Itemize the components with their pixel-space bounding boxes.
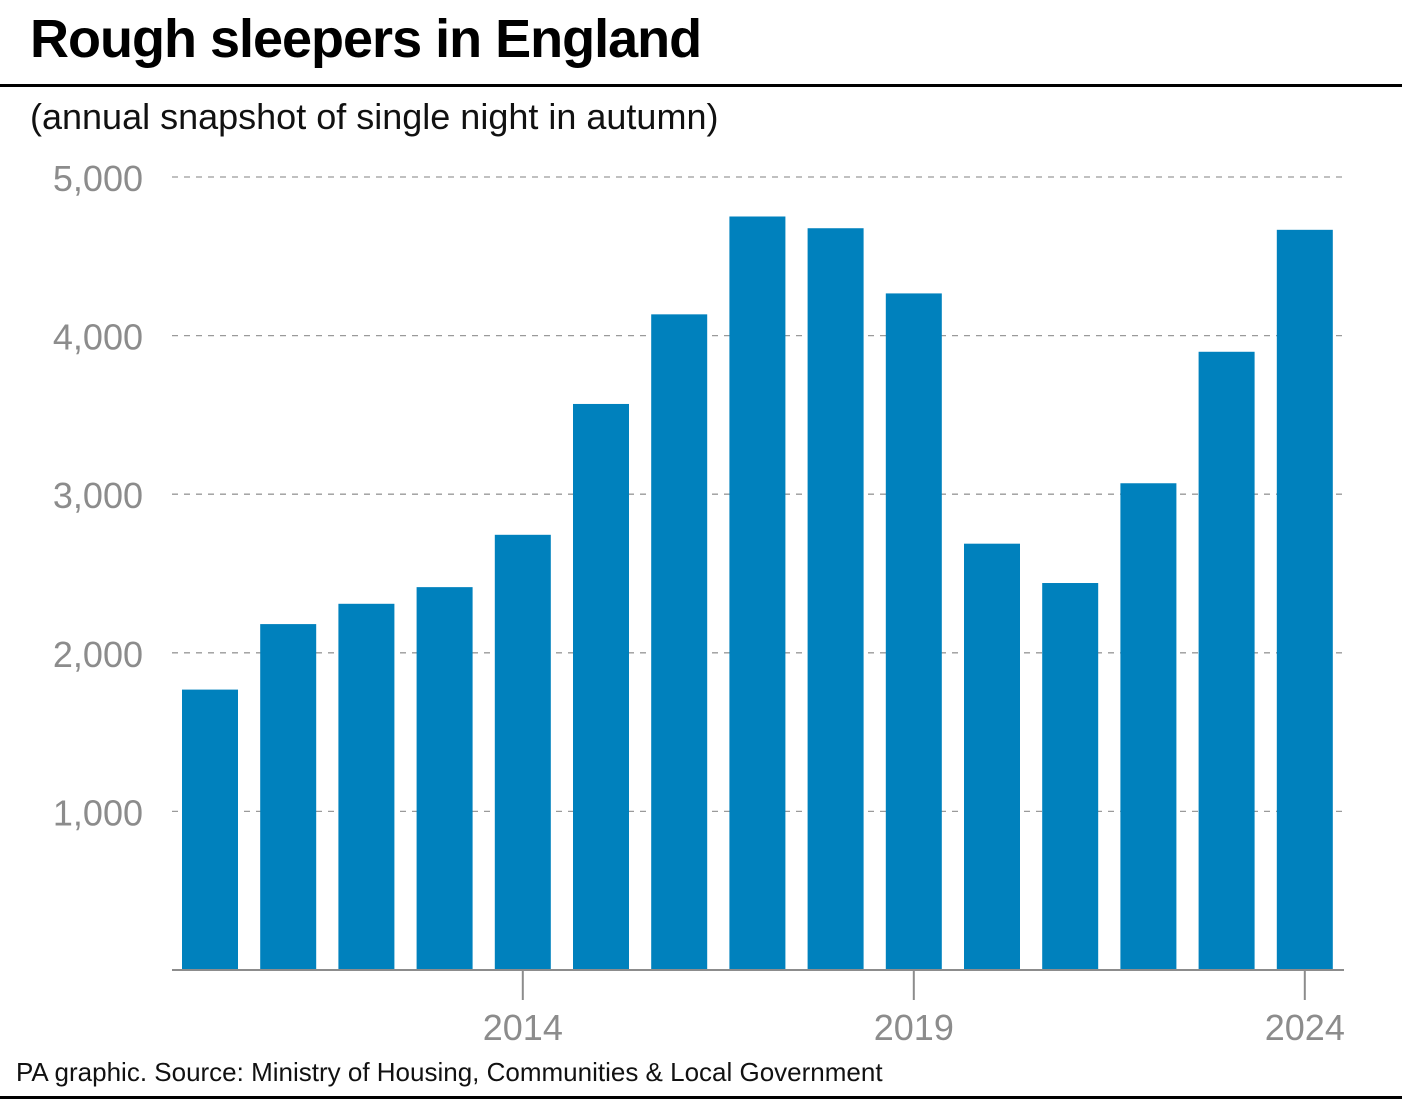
y-tick-label: 5,000 xyxy=(53,158,143,199)
bar xyxy=(729,216,786,970)
x-tick-label: 2014 xyxy=(483,1007,563,1048)
bar xyxy=(182,689,238,970)
bar xyxy=(260,624,317,970)
bar xyxy=(651,314,708,970)
bar xyxy=(494,534,551,970)
bar xyxy=(964,543,1020,970)
chart-subtitle: (annual snapshot of single night in autu… xyxy=(30,96,719,137)
bar xyxy=(1276,229,1333,971)
x-tick-label: 2019 xyxy=(874,1007,954,1048)
bar-chart: 1,000 2,000 3,000 4,000 5,000 2014 2019 2024 xyxy=(53,158,1345,1048)
chart-title: Rough sleepers in England xyxy=(30,9,702,69)
bar xyxy=(1042,583,1099,970)
bar xyxy=(573,403,629,970)
bar xyxy=(1198,351,1255,970)
bar xyxy=(885,293,942,970)
title-rule xyxy=(0,84,1402,87)
bar xyxy=(338,603,395,970)
source-note: PA graphic. Source: Ministry of Housing,… xyxy=(16,1057,883,1087)
x-tick-label: 2024 xyxy=(1265,1007,1345,1048)
y-tick-label: 1,000 xyxy=(53,792,143,833)
y-tick-label: 3,000 xyxy=(53,475,143,516)
footer-rule xyxy=(0,1096,1402,1099)
bar xyxy=(416,587,473,970)
bar xyxy=(1120,483,1177,970)
y-tick-label: 4,000 xyxy=(53,317,143,358)
y-tick-label: 2,000 xyxy=(53,634,143,675)
bar xyxy=(807,228,864,971)
